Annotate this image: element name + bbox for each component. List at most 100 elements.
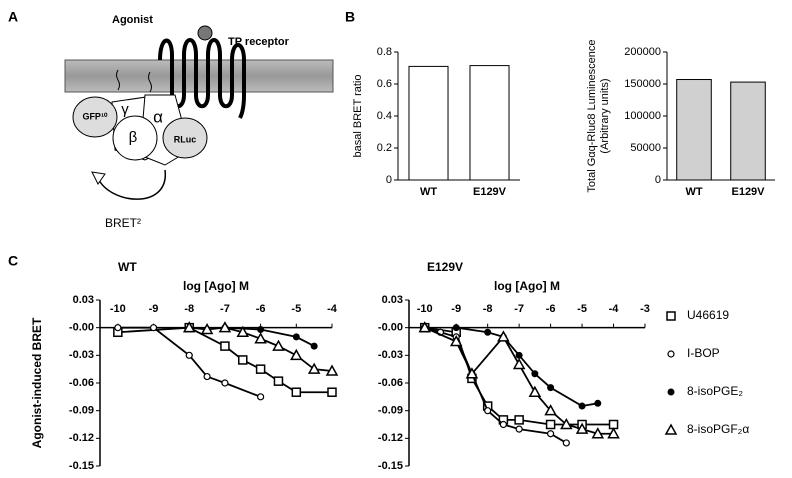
marker — [273, 376, 284, 386]
y-tick-label: 50000 — [630, 142, 661, 154]
marker — [182, 321, 196, 333]
y-tick-label: -0.00 — [378, 322, 403, 334]
marker — [531, 370, 539, 378]
y-axis-label: basal BRET ratio — [352, 75, 364, 158]
lipid-anchor — [116, 69, 120, 91]
chart-title: WT — [118, 260, 137, 274]
gamma-label: γ — [121, 101, 129, 118]
y-tick-label: 0.4 — [377, 110, 392, 122]
marker — [515, 425, 523, 433]
marker — [254, 332, 267, 344]
curve — [117, 326, 261, 398]
marker — [607, 427, 620, 439]
gfp-label: GFP¹⁰ — [82, 111, 107, 121]
x-tick-label: E129V — [473, 186, 507, 198]
x-tick-label: -3 — [640, 303, 650, 315]
marker — [562, 439, 570, 447]
y-tick-label: 0.2 — [377, 142, 392, 154]
bar — [469, 65, 510, 181]
marker — [200, 322, 214, 335]
bret-label: BRET² — [105, 216, 141, 230]
y-tick-label: -0.03 — [69, 349, 94, 361]
y-tick-label: -0.06 — [69, 377, 94, 389]
x-tick-label: -7 — [514, 303, 524, 315]
y-tick-label: 0 — [655, 174, 661, 186]
y-tick-label: -0.12 — [69, 432, 94, 444]
y-tick-label: 0.03 — [73, 294, 94, 306]
x-tick-label: E129V — [731, 186, 765, 198]
marker — [238, 355, 248, 365]
lipid-anchor — [148, 71, 152, 93]
marker — [484, 328, 492, 336]
marker — [255, 364, 266, 374]
x-tick-label: -5 — [577, 303, 587, 315]
y-tick-label: 150000 — [624, 78, 661, 90]
chart-title: E129V — [427, 260, 463, 274]
marker — [545, 419, 556, 430]
panel-label: C — [8, 253, 18, 269]
membrane — [64, 59, 334, 93]
bret-arrowhead — [91, 171, 106, 185]
x-tick-label: -9 — [149, 303, 159, 315]
legend-label: 8-isoPGF₂α — [687, 422, 749, 436]
marker — [544, 404, 557, 416]
marker — [484, 407, 492, 415]
x-tick-label: WT — [685, 186, 702, 198]
y-tick-label: -0.06 — [378, 377, 403, 389]
marker — [452, 324, 460, 332]
marker — [307, 362, 321, 374]
x-axis-label: log [Ago] M — [494, 279, 560, 293]
marker — [465, 367, 479, 379]
marker — [220, 341, 230, 351]
x-tick-label: -10 — [110, 303, 126, 315]
y-tick-label: 200000 — [624, 46, 661, 58]
x-tick-label: -6 — [546, 303, 556, 315]
marker — [546, 430, 555, 438]
x-tick-label: -5 — [291, 303, 301, 315]
x-tick-label: -7 — [220, 303, 230, 315]
legend-marker — [667, 350, 675, 358]
bar — [408, 65, 449, 181]
legend-label: U46619 — [687, 308, 729, 322]
x-tick-label: -8 — [184, 303, 194, 315]
marker — [221, 379, 229, 387]
rluc-label: RLuc — [174, 134, 197, 144]
panel-label: B — [345, 9, 355, 25]
y-axis-label: Agonist-induced BRET — [30, 317, 44, 448]
y-tick-label: 100000 — [624, 110, 661, 122]
y-tick-label: 0.03 — [382, 294, 403, 306]
marker — [547, 384, 555, 392]
y-axis-label: Total Gαq-Rluc8 Luminescence — [586, 39, 598, 192]
marker — [257, 326, 265, 334]
legend-label: 8-isoPGE₂ — [687, 384, 743, 398]
x-axis-label: log [Ago] M — [183, 279, 249, 293]
legend-marker — [666, 311, 676, 321]
x-tick-label: WT — [420, 186, 437, 198]
marker — [578, 402, 586, 410]
beta-subunit — [112, 115, 158, 161]
marker — [591, 427, 605, 439]
marker — [515, 351, 523, 359]
marker — [218, 321, 232, 333]
marker — [418, 321, 432, 333]
marker — [149, 324, 158, 332]
marker — [499, 420, 507, 429]
legend-marker — [664, 423, 678, 435]
y-tick-label: -0.15 — [69, 460, 94, 472]
marker — [257, 393, 265, 401]
marker — [497, 330, 510, 342]
marker — [185, 351, 193, 359]
marker — [575, 422, 589, 434]
marker — [528, 385, 542, 397]
x-tick-label: -6 — [256, 303, 266, 315]
y-tick-label: -0.09 — [378, 405, 403, 417]
bar — [730, 81, 766, 181]
x-tick-label: -8 — [483, 303, 493, 315]
x-tick-label: -4 — [327, 303, 338, 315]
y-tick-label: 0.6 — [377, 78, 392, 90]
receptor-label: TP receptor — [228, 36, 290, 48]
marker — [325, 364, 339, 376]
x-tick-label: -9 — [451, 303, 461, 315]
y-tick-label: -0.09 — [69, 405, 94, 417]
